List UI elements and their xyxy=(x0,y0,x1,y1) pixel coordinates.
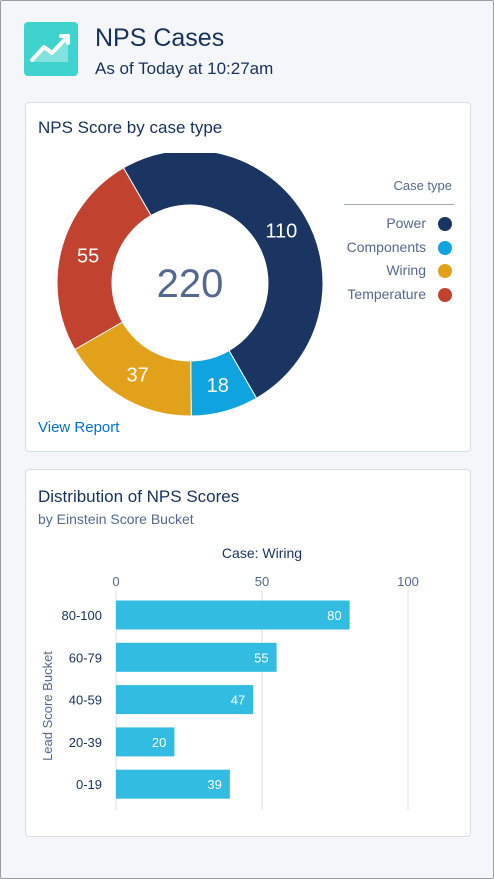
page-subtitle: As of Today at 10:27am xyxy=(95,59,274,78)
donut-slice-label: 110 xyxy=(265,220,297,242)
legend-label: Components xyxy=(346,238,426,255)
x-tick-label: 50 xyxy=(255,574,269,589)
legend-swatch xyxy=(438,240,452,255)
bar-80-100[interactable] xyxy=(116,600,350,630)
bar-60-79[interactable] xyxy=(116,642,277,672)
legend-item-temperature[interactable]: Temperature xyxy=(276,284,454,304)
bar-value-label: 47 xyxy=(231,693,245,708)
legend-label: Temperature xyxy=(347,285,426,302)
legend-swatch xyxy=(438,287,452,302)
legend-label: Power xyxy=(386,215,426,231)
legend-item-components[interactable]: Components xyxy=(276,237,454,257)
view-report-link[interactable]: View Report xyxy=(38,419,120,436)
legend-swatch xyxy=(438,264,452,278)
y-category-label: 20-39 xyxy=(69,735,102,750)
bar-0-19[interactable] xyxy=(116,769,230,799)
x-tick-label: 0 xyxy=(112,574,119,589)
page-title: NPS Cases xyxy=(95,24,225,52)
y-category-label: 60-79 xyxy=(69,650,102,665)
bar-value-label: 39 xyxy=(207,777,221,792)
donut-slice-temperature[interactable] xyxy=(56,167,152,351)
bar-chart: Case: Wiring 0 50 100 Lead Score Bucket 80 80-… xyxy=(40,545,419,810)
card-title: NPS Score by case type xyxy=(38,118,223,137)
donut-chart: 110 18 37 55 220 xyxy=(56,153,324,417)
donut-slice-power[interactable] xyxy=(122,153,324,399)
y-category-label: 40-59 xyxy=(69,693,102,708)
legend-label: Wiring xyxy=(386,262,426,278)
bar-40-59[interactable] xyxy=(116,685,254,715)
nps-by-case-type-card: NPS Score by case type 110 18 37 55 220 Case… xyxy=(25,102,471,452)
legend-divider xyxy=(344,204,454,205)
y-category-label: 80-100 xyxy=(62,608,102,623)
nps-distribution-card: Distribution of NPS Scores by Einstein S… xyxy=(25,469,471,837)
bar-value-label: 55 xyxy=(254,650,268,665)
legend-item-power[interactable]: Power xyxy=(276,213,454,233)
y-category-label: 0-19 xyxy=(76,777,102,792)
legend-item-wiring[interactable]: Wiring xyxy=(276,260,454,280)
card-title: Distribution of NPS Scores xyxy=(38,487,240,506)
donut-slice-label: 37 xyxy=(127,365,149,387)
card-subtitle: by Einstein Score Bucket xyxy=(38,511,194,527)
y-axis-label: Lead Score Bucket xyxy=(40,651,55,761)
bar-value-label: 80 xyxy=(327,608,341,623)
donut-total-label: 220 xyxy=(157,262,224,306)
line-chart-icon xyxy=(24,22,78,76)
series-name-label: Case: Wiring xyxy=(222,545,302,561)
legend-title: Case type xyxy=(393,178,452,193)
bar-20-39[interactable] xyxy=(116,727,175,757)
legend-swatch xyxy=(438,217,452,231)
x-tick-label: 100 xyxy=(397,574,419,589)
donut-slice-label: 55 xyxy=(77,246,99,268)
donut-slice-label: 18 xyxy=(207,375,229,397)
bar-value-label: 20 xyxy=(152,735,166,750)
